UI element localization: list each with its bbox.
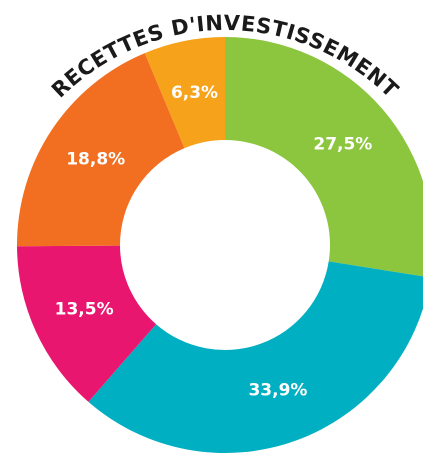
slice-label: 33,9%: [248, 381, 307, 401]
slice: [144, 37, 225, 149]
slice: [17, 245, 157, 402]
slice-label: 18,8%: [66, 149, 125, 169]
slice: [88, 261, 423, 453]
slice: [225, 37, 423, 277]
slice: [17, 53, 185, 247]
slice-label: 27,5%: [313, 134, 372, 154]
slice-label: 6,3%: [171, 83, 218, 103]
slice-label: 13,5%: [55, 300, 114, 320]
